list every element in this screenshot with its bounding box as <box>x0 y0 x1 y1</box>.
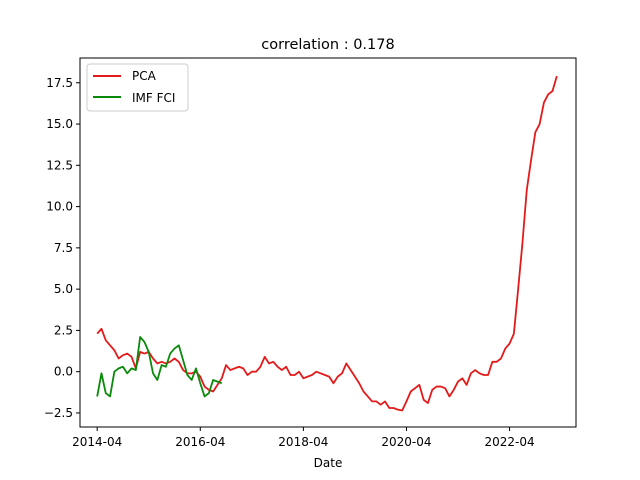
legend: PCA IMF FCI <box>86 63 189 112</box>
x-tick-label: 2016-04 <box>175 435 225 449</box>
y-tick-label: 17.5 <box>46 76 73 90</box>
y-tick-label: 12.5 <box>46 158 73 172</box>
y-tick-label: 2.5 <box>54 323 73 337</box>
y-tick-label: −2.5 <box>44 406 73 420</box>
axis-ticks: 2014-04 2016-04 2018-04 2020-04 2022-04 −2.5 0… <box>44 76 535 449</box>
series-line-imf-fci <box>96 336 223 398</box>
plot-frame <box>79 57 577 428</box>
x-tick-label: 2014-04 <box>72 435 122 449</box>
legend-label-imf-fci: IMF FCI <box>132 91 175 105</box>
x-tick-label: 2022-04 <box>484 435 534 449</box>
y-tick-label: 15.0 <box>46 117 73 131</box>
y-tick-label: 0.0 <box>54 365 73 379</box>
x-tick-label: 2018-04 <box>278 435 328 449</box>
y-tick-label: 5.0 <box>54 282 73 296</box>
x-tick-label: 2020-04 <box>381 435 431 449</box>
legend-label-pca: PCA <box>132 69 157 83</box>
plot-lines <box>96 75 558 412</box>
y-tick-label: 10.0 <box>46 200 73 214</box>
chart-title: correlation : 0.178 <box>261 37 394 53</box>
series-line-pca <box>96 75 558 412</box>
x-axis-label: Date <box>314 456 343 470</box>
y-tick-label: 7.5 <box>54 241 73 255</box>
